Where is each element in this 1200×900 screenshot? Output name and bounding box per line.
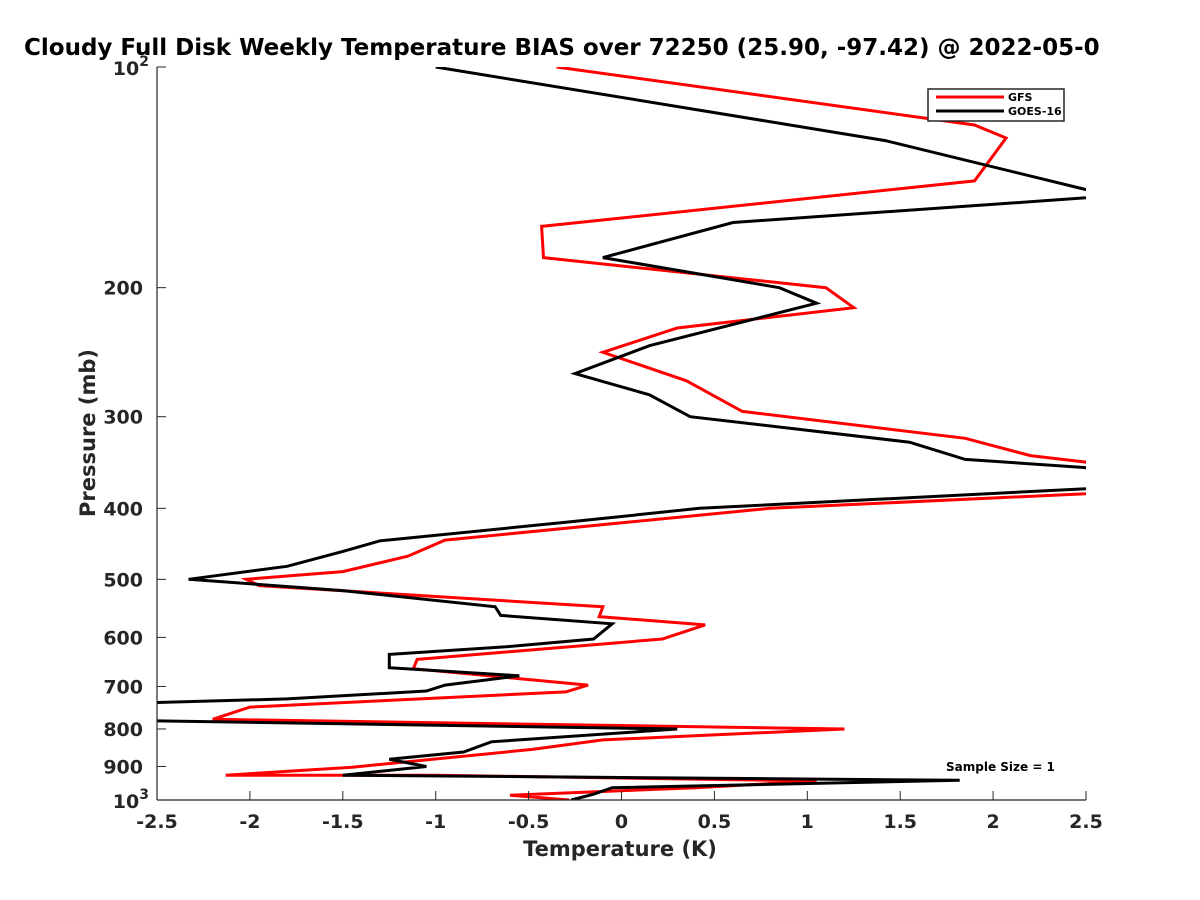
x-tick-label: -0.5: [508, 811, 550, 833]
x-tick-label: -2: [239, 811, 260, 833]
series-line-gfs: [212, 67, 1086, 800]
x-tick-label: 1.5: [883, 811, 917, 833]
x-tick-label: 2.5: [1069, 811, 1103, 833]
plot-area: -2.5 -2 -1.5 -1 -0.5 0 0.5 1 1.5 2 2.5 102 200 300 400…: [103, 54, 1103, 833]
legend-box: [927, 88, 1065, 122]
y-tick-label: 700: [103, 676, 143, 698]
x-tick-label: 0.5: [698, 811, 732, 833]
series-group: [157, 67, 1086, 800]
chart-title: Cloudy Full Disk Weekly Temperature BIAS…: [24, 35, 1100, 61]
x-axis-label: Temperature (K): [523, 837, 717, 861]
y-axis-label: Pressure (mb): [76, 349, 100, 517]
y-tick-label: 600: [103, 627, 143, 649]
y-tick-label: 500: [103, 569, 143, 591]
y-tick-label: 200: [103, 278, 143, 300]
y-tick-label: 400: [103, 498, 143, 520]
x-tick-label: 1: [801, 811, 814, 833]
y-tick-label: 900: [103, 756, 143, 778]
x-tick-label: -1.5: [322, 811, 364, 833]
x-tick-label: 0: [615, 811, 628, 833]
legend-label: GFS: [1008, 91, 1033, 104]
y-tick-label: 103: [113, 787, 149, 813]
x-tick-label: -1: [425, 811, 446, 833]
series-line-goes-16: [157, 67, 1086, 800]
sample-size-annotation: Sample Size = 1: [946, 760, 1055, 774]
legend-label: GOES-16: [1008, 105, 1062, 118]
x-tick-label: -2.5: [136, 811, 178, 833]
x-tick-label: 2: [986, 811, 999, 833]
y-tick-label: 300: [103, 407, 143, 429]
y-tick-label: 102: [113, 54, 149, 80]
y-tick-label: 800: [103, 719, 143, 741]
